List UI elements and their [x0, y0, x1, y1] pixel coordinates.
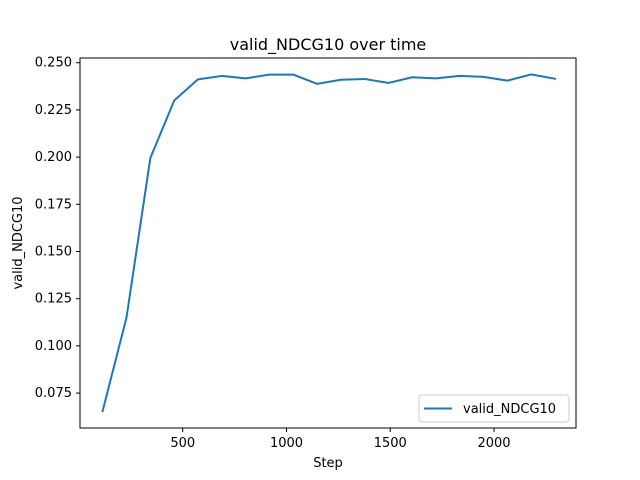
legend-box	[418, 394, 570, 423]
y-tick-label: 0.100	[35, 339, 72, 354]
series-line	[101, 73, 557, 413]
plot-area	[80, 58, 576, 428]
y-tick-label: 0.125	[35, 292, 72, 307]
chart-title: valid_NDCG10 over time	[230, 35, 427, 55]
y-axis-label: valid_NDCG10	[11, 196, 26, 289]
legend-label: valid_NDCG10	[463, 402, 556, 417]
plot-frame	[79, 57, 577, 429]
x-tick-label: 2000	[477, 436, 510, 451]
plot-background	[80, 58, 576, 428]
y-tick-label: 0.250	[35, 56, 72, 71]
x-tick-label: 500	[170, 436, 195, 451]
x-tick-label: 1500	[374, 436, 407, 451]
y-tick-label: 0.150	[35, 244, 72, 259]
y-tick-label: 0.175	[35, 197, 72, 212]
legend: valid_NDCG10	[418, 394, 570, 423]
x-tick-label: 1000	[270, 436, 303, 451]
y-axis: 0.075 0.100 0.125 0.150 0.175 0.200 0.225 0.250	[35, 56, 80, 401]
series-layer	[101, 73, 557, 413]
y-tick-label: 0.200	[35, 150, 72, 165]
y-tick-label: 0.225	[35, 103, 72, 118]
x-axis: 500 1000 1500 2000	[170, 428, 511, 451]
x-axis-label: Step	[313, 456, 343, 471]
y-tick-label: 0.075	[35, 386, 72, 401]
